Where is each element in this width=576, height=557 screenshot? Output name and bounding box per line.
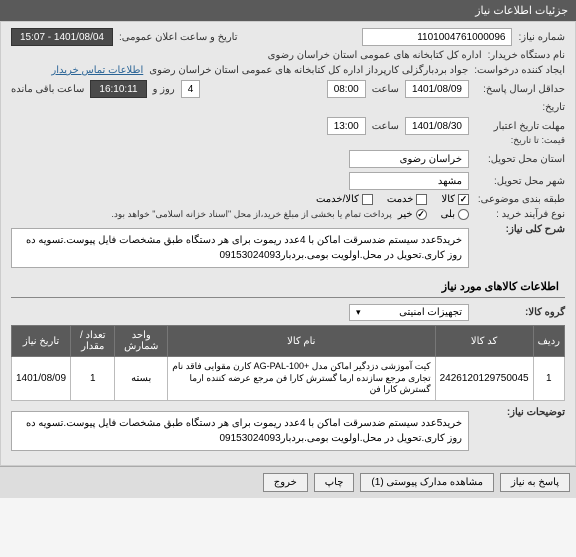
validity-label: مهلت تاریخ اعتبار <box>475 121 565 132</box>
province-label: استان محل تحویل: <box>475 154 565 165</box>
th-row: ردیف <box>533 326 564 357</box>
contact-link[interactable]: اطلاعات تماس خریدار <box>51 65 143 76</box>
notes-area: خرید5عدد سیستم ضدسرقت اماکن با 4عدد ریمو… <box>11 411 469 451</box>
until-label: تاریخ: <box>475 102 565 113</box>
checkbox-goods-service-box <box>362 194 373 205</box>
validity-sub: قیمت: تا تاریخ: <box>475 135 565 146</box>
checkbox-goods-service-label: کالا/خدمت <box>316 194 359 205</box>
td-date: 1401/08/09 <box>12 357 71 401</box>
checkbox-goods-service[interactable]: کالا/خدمت <box>316 194 373 205</box>
items-heading: اطلاعات کالاهای مورد نیاز <box>11 276 565 298</box>
process-note: پرداخت تمام یا بخشی از مبلغ خرید،از محل … <box>111 209 391 220</box>
process-label: نوع فرآیند خرید : <box>475 209 565 220</box>
need-number-label: شماره نیاز: <box>518 32 565 43</box>
checkbox-service[interactable]: خدمت <box>387 194 428 205</box>
td-qty: 1 <box>71 357 115 401</box>
radio-yes-label: بلی <box>441 209 455 220</box>
checkbox-goods-label: کالا <box>441 194 455 205</box>
need-number-field: 1101004761000096 <box>362 28 512 46</box>
announce-label: تاریخ و ساعت اعلان عمومی: <box>119 32 238 43</box>
process-radio-group: بلی خیر <box>398 209 469 220</box>
td-name: کیت آموزشی دزدگیر اماکن مدل +AG-PAL-100 … <box>167 357 435 401</box>
form-section: شماره نیاز: 1101004761000096 تاریخ و ساع… <box>0 21 576 466</box>
time-label-1: ساعت <box>372 84 399 95</box>
group-dropdown[interactable]: تجهیزات امنیتی <box>349 304 469 321</box>
deadline-date: 1401/08/09 <box>405 80 469 98</box>
time-label-2: ساعت <box>372 121 399 132</box>
remaining-label: ساعت باقی مانده <box>11 84 84 95</box>
footer-row: پاسخ به نیاز مشاهده مدارک پیوستی (1) چاپ… <box>0 466 576 498</box>
th-unit: واحد شمارش <box>115 326 168 357</box>
city-field: مشهد <box>349 172 469 190</box>
th-code: کد کالا <box>435 326 533 357</box>
radio-yes[interactable]: بلی <box>441 209 469 220</box>
validity-time: 13:00 <box>327 117 366 135</box>
print-button[interactable]: چاپ <box>314 473 355 492</box>
requester: جواد بردبارگزلی کارپرداز اداره کل کتابخا… <box>149 65 468 76</box>
category-checkbox-group: کالا خدمت کالا/خدمت <box>316 194 469 205</box>
attachments-button[interactable]: مشاهده مدارک پیوستی (1) <box>360 473 494 492</box>
checkbox-goods-box <box>458 194 469 205</box>
radio-no-box <box>416 209 427 220</box>
reply-button[interactable]: پاسخ به نیاز <box>500 473 570 492</box>
deadline-label: حداقل ارسال پاسخ: <box>475 84 565 95</box>
requester-label: ایجاد کننده درخواست: <box>474 65 565 76</box>
td-code: 2426120129750045 <box>435 357 533 401</box>
panel-header: جزئیات اطلاعات نیاز <box>0 0 576 21</box>
announce-value: 1401/08/04 - 15:07 <box>11 28 113 46</box>
exit-button[interactable]: خروج <box>263 473 308 492</box>
group-label: گروه کالا: <box>475 307 565 318</box>
radio-yes-box <box>458 209 469 220</box>
radio-no[interactable]: خیر <box>398 209 427 220</box>
checkbox-service-label: خدمت <box>387 194 414 205</box>
checkbox-service-box <box>416 194 427 205</box>
table-row[interactable]: 1 2426120129750045 کیت آموزشی دزدگیر اما… <box>12 357 565 401</box>
items-table: ردیف کد کالا نام کالا واحد شمارش تعداد /… <box>11 325 565 401</box>
radio-no-label: خیر <box>398 209 413 220</box>
deadline-time: 08:00 <box>327 80 366 98</box>
notes-label: توضیحات نیاز: <box>475 407 565 418</box>
th-qty: تعداد / مقدار <box>71 326 115 357</box>
city-label: شهر محل تحویل: <box>475 176 565 187</box>
buyer-org: اداره کل کتابخانه های عمومی استان خراسان… <box>268 50 482 61</box>
overall-desc: خرید5عدد سیستم ضدسرقت اماکن با 4عدد ریمو… <box>11 228 469 268</box>
province-field: خراسان رضوی <box>349 150 469 168</box>
td-unit: بسته <box>115 357 168 401</box>
multi-label: طبقه بندی موضوعی: <box>475 194 565 205</box>
th-name: نام کالا <box>167 326 435 357</box>
day-and-label: روز و <box>153 84 175 95</box>
checkbox-goods[interactable]: کالا <box>441 194 469 205</box>
remaining-time: 16:10:11 <box>90 80 146 98</box>
day-count: 4 <box>181 80 201 98</box>
validity-date: 1401/08/30 <box>405 117 469 135</box>
buyer-org-label: نام دستگاه خریدار: <box>488 50 565 61</box>
td-row: 1 <box>533 357 564 401</box>
th-date: تاریخ نیاز <box>12 326 71 357</box>
overall-label: شرح کلی نیاز: <box>475 224 565 235</box>
